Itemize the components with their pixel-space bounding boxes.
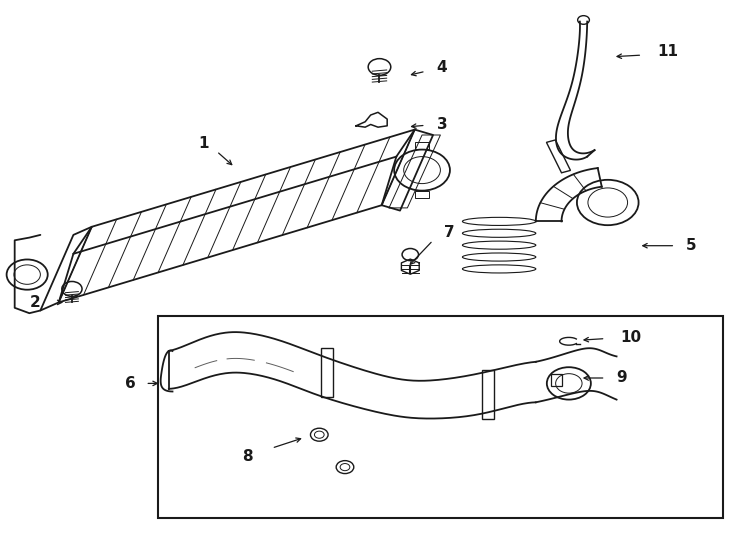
Text: 6: 6 [125,376,136,391]
Text: 7: 7 [444,225,454,240]
Bar [415,142,429,149]
Bar [550,374,562,386]
Text: 2: 2 [29,295,40,310]
Text: 1: 1 [199,136,209,151]
Text: 5: 5 [686,238,697,253]
Text: 9: 9 [617,370,627,386]
Bar [321,348,333,397]
Text: 10: 10 [620,330,642,345]
Bar [158,316,723,518]
Text: 11: 11 [657,44,678,59]
Text: 3: 3 [437,117,447,132]
Bar [482,370,494,418]
Bar [546,140,570,173]
Text: 8: 8 [243,449,253,464]
Text: 4: 4 [437,60,447,75]
Bar [415,192,429,198]
